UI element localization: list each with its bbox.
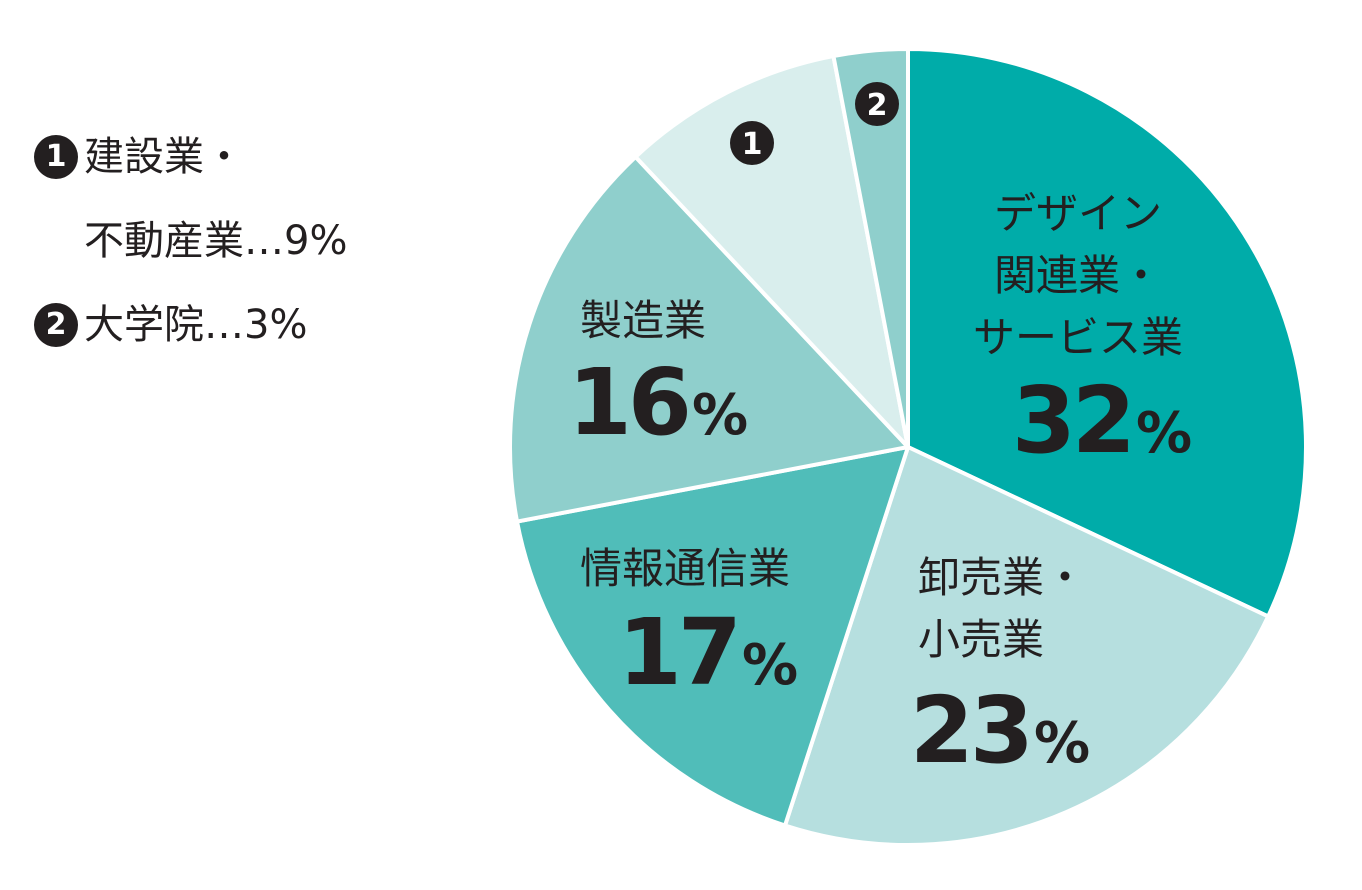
legend-marker-1: 1 [34,135,78,179]
pie-slice-design [906,47,1308,619]
slice-marker-1 [730,121,774,165]
legend-item-university: 2 大学院…3% [34,300,347,350]
pie-slice-university [831,47,910,449]
pie-slices [508,47,1308,847]
pie-labels: デザイン関連業・サービス業32%卸売業・小売業23%情報通信業17%製造業16%… [568,82,1192,784]
slice-label-it-line1: 情報通信業 [580,544,790,593]
legend-marker-2: 2 [34,303,78,347]
slice-label-design-line3: サービス業 [973,313,1183,362]
slice-marker-label-2: 2 [867,88,888,123]
pie-slice-construction [633,54,910,449]
pie-slice-manufacturing [508,154,910,524]
legend-label-construction-line2: 不動産業…9% [84,218,348,264]
legend-item-construction: 1 建設業・ [34,132,347,182]
pie-slice-wholesale [783,445,1271,847]
pie-slice-it [515,445,910,828]
slice-marker-2 [855,82,899,126]
legend-item-construction-cont: 不動産業…9% [34,216,347,266]
legend: 1 建設業・ 不動産業…9% 2 大学院…3% [34,132,347,350]
legend-label-university: 大学院…3% [84,302,308,348]
slice-label-wholesale-line2: 小売業 [918,615,1044,664]
slice-marker-label-1: 1 [742,127,763,162]
slice-label-design-line1: デザイン [994,189,1162,238]
legend-label-construction-line1: 建設業・ [84,134,244,180]
slice-label-manufacturing-line1: 製造業 [580,296,706,345]
slice-label-design-line2: 関連業・ [994,251,1162,300]
slice-label-wholesale-line1: 卸売業・ [918,553,1086,602]
